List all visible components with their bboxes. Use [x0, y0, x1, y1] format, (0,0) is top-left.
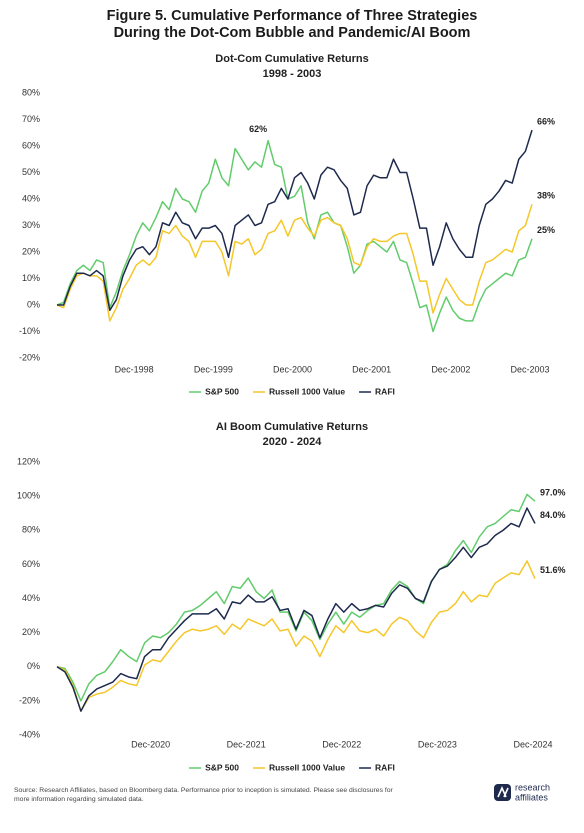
- source-note: Source: Research Affiliates, based on Bl…: [14, 787, 394, 794]
- y-tick-label: 80%: [22, 87, 40, 97]
- x-tick-label: Dec-2001: [352, 364, 391, 374]
- y-tick-label: 50%: [22, 167, 40, 177]
- x-tick-label: Dec-2003: [510, 364, 549, 374]
- y-tick-label: 120%: [17, 456, 40, 466]
- chart-subtitle: 2020 - 2024: [263, 436, 323, 448]
- value-label: 25%: [537, 225, 555, 235]
- y-tick-label: 10%: [22, 273, 40, 283]
- y-tick-label: 0%: [27, 661, 40, 671]
- x-tick-label: Dec-2023: [418, 739, 457, 749]
- x-tick-label: Dec-1999: [194, 364, 233, 374]
- x-tick-label: Dec-2000: [273, 364, 312, 374]
- value-label: 97.0%: [540, 488, 566, 498]
- legend-label: S&P 500: [205, 762, 239, 772]
- legend-label: Russell 1000 Value: [269, 762, 345, 772]
- chart-subtitle: 1998 - 2003: [263, 68, 322, 80]
- chart: AI Boom Cumulative Returns 2020 - 2024 -40…: [17, 421, 566, 772]
- value-label: 66%: [537, 116, 555, 126]
- value-label: 38%: [537, 191, 555, 201]
- y-tick-label: 40%: [22, 593, 40, 603]
- y-tick-label: 30%: [22, 220, 40, 230]
- series-line: [56, 560, 536, 712]
- y-tick-label: 80%: [22, 525, 40, 535]
- x-tick-label: Dec-2022: [322, 739, 361, 749]
- figure-title: During the Dot-Com Bubble and Pandemic/A…: [114, 25, 471, 41]
- logo-icon: [494, 784, 511, 801]
- x-tick-label: Dec-2020: [131, 739, 170, 749]
- source-note: more information regarding simulated dat…: [14, 796, 144, 803]
- y-tick-label: 0%: [27, 299, 40, 309]
- series-line: [56, 204, 533, 322]
- y-tick-label: 20%: [22, 627, 40, 637]
- logo-text: affiliates: [515, 792, 548, 802]
- value-label: 51.6%: [540, 565, 566, 575]
- legend-label: Russell 1000 Value: [269, 386, 345, 396]
- y-tick-label: 70%: [22, 114, 40, 124]
- value-label: 62%: [249, 124, 267, 134]
- chart-title: Dot-Com Cumulative Returns: [215, 53, 368, 65]
- x-tick-label: Dec-2021: [227, 739, 266, 749]
- x-tick-label: Dec-1998: [115, 364, 154, 374]
- series-line: [57, 129, 533, 312]
- series-line: [56, 507, 536, 712]
- legend-label: RAFI: [375, 762, 395, 772]
- value-label: 84.0%: [540, 510, 566, 520]
- y-tick-label: 60%: [22, 140, 40, 150]
- y-tick-label: 60%: [22, 559, 40, 569]
- y-tick-label: 100%: [17, 491, 40, 501]
- logo-glyph: [497, 786, 509, 798]
- y-tick-label: -20%: [19, 352, 40, 362]
- legend-label: S&P 500: [205, 386, 239, 396]
- series-line: [56, 493, 536, 702]
- series-line: [56, 139, 533, 333]
- x-tick-label: Dec-2024: [513, 739, 552, 749]
- y-tick-label: -40%: [19, 729, 40, 739]
- y-tick-label: 40%: [22, 193, 40, 203]
- y-tick-label: -20%: [19, 695, 40, 705]
- chart-title: AI Boom Cumulative Returns: [216, 421, 368, 433]
- y-tick-label: -10%: [19, 326, 40, 336]
- figure-title: Figure 5. Cumulative Performance of Thre…: [107, 8, 478, 24]
- x-tick-label: Dec-2002: [431, 364, 470, 374]
- logo: research affiliates: [494, 782, 550, 802]
- legend-label: RAFI: [375, 386, 395, 396]
- y-tick-label: 20%: [22, 246, 40, 256]
- chart: Dot-Com Cumulative Returns 1998 - 2003 -20…: [19, 53, 555, 396]
- logo-text: research: [515, 782, 550, 792]
